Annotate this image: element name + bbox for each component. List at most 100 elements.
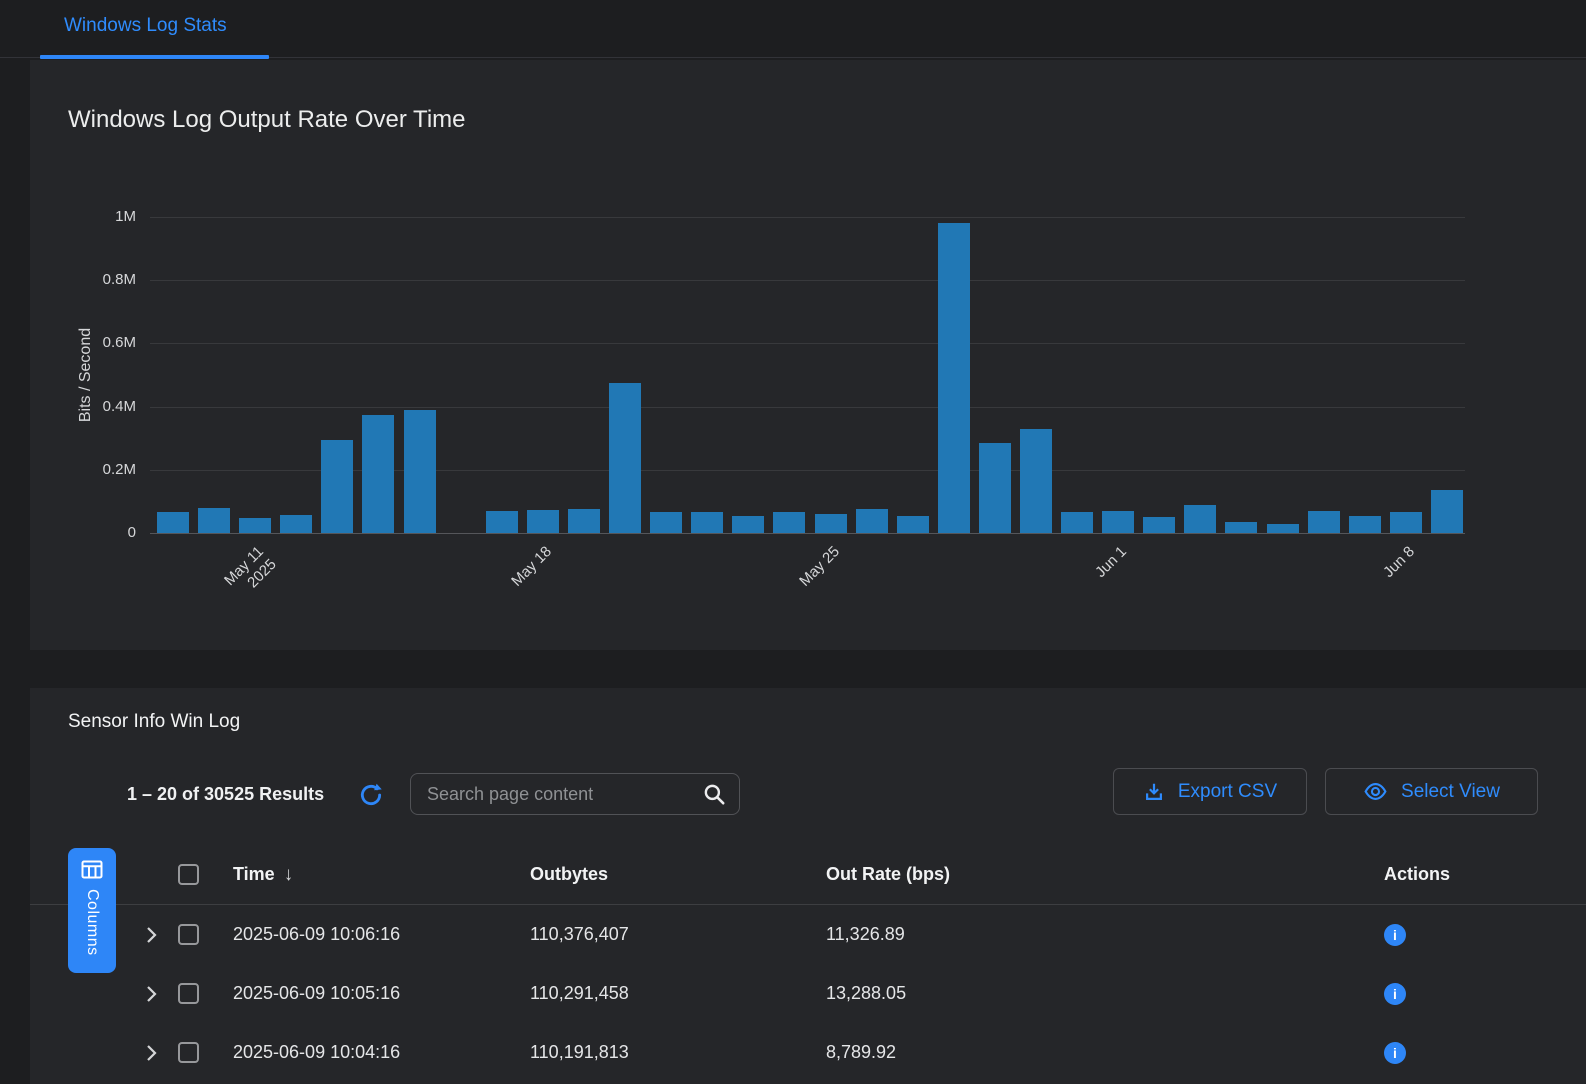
bar-may-27[interactable] — [896, 515, 929, 533]
time-header-label: Time — [233, 864, 275, 884]
bar-may-15[interactable] — [403, 409, 436, 533]
bar-may-20[interactable] — [609, 382, 642, 533]
row-checkbox[interactable] — [178, 1042, 199, 1063]
gridline-0.6M — [150, 343, 1465, 345]
bar-may-25[interactable] — [814, 514, 847, 533]
bar-may-18[interactable] — [526, 510, 559, 533]
bar-may-13[interactable] — [321, 439, 354, 533]
bar-jun-4[interactable] — [1225, 521, 1258, 533]
cell-outbytes: 110,291,458 — [530, 983, 629, 1003]
search-icon — [704, 784, 725, 805]
table-header-row: Time ↓ Outbytes Out Rate (bps) Actions — [30, 845, 1586, 905]
row-checkbox[interactable] — [178, 983, 199, 1004]
table-row: 2025-06-09 10:06:16 110,376,407 11,326.89 i — [30, 905, 1586, 964]
column-header-actions: Actions — [1384, 864, 1451, 884]
columns-button-label: Columns — [84, 889, 101, 956]
row-expand-button[interactable] — [146, 926, 157, 944]
refresh-button[interactable] — [358, 782, 384, 808]
table-row: 2025-06-09 10:05:16 110,291,458 13,288.05 i — [30, 964, 1586, 1023]
bar-may-10[interactable] — [198, 508, 231, 533]
row-info-button[interactable]: i — [1384, 1041, 1406, 1064]
columns-button[interactable]: Columns — [68, 848, 116, 973]
select-all-checkbox[interactable] — [178, 864, 199, 885]
refresh-icon — [360, 783, 382, 806]
gridline-0.2M — [150, 469, 1465, 471]
bar-jun-7[interactable] — [1348, 515, 1381, 533]
row-info-button[interactable]: i — [1384, 982, 1406, 1005]
x-tick-label-may-18: May 18 — [508, 543, 555, 590]
bar-may-19[interactable] — [567, 509, 600, 533]
cell-time: 2025-06-09 10:06:16 — [233, 924, 401, 944]
gridline-0.4M — [150, 406, 1465, 408]
tab-bar: Windows Log Stats — [0, 0, 1586, 59]
bar-jun-9[interactable] — [1430, 490, 1463, 533]
chevron-right-icon — [147, 985, 157, 1002]
export-csv-button[interactable]: Export CSV — [1113, 768, 1307, 815]
y-tick-label-0.4M: 0.4M — [102, 397, 136, 415]
bar-jun-1[interactable] — [1102, 510, 1135, 533]
x-tick-label-may-11: May 11 2025 — [221, 543, 280, 592]
bar-jun-2[interactable] — [1143, 517, 1176, 533]
bar-jun-5[interactable] — [1266, 523, 1299, 533]
plot-area: Bits / Second 0 0.2M 0.4M 0.6M 0.8M 1M May 11… — [77, 208, 1465, 591]
bar-may-12[interactable] — [280, 514, 313, 533]
tab-windows-log-stats[interactable]: Windows Log Stats — [64, 15, 227, 36]
bar-may-21[interactable] — [650, 511, 683, 533]
cell-out-rate: 11,326.89 — [826, 924, 905, 944]
chart-title: Windows Log Output Rate Over Time — [68, 106, 466, 133]
bar-may-28[interactable] — [937, 223, 970, 533]
cell-out-rate: 8,789.92 — [826, 1042, 897, 1062]
row-expand-button[interactable] — [146, 985, 157, 1003]
bar-jun-6[interactable] — [1307, 510, 1340, 533]
bar-may-26[interactable] — [855, 509, 888, 533]
column-header-time[interactable]: Time ↓ — [233, 845, 293, 904]
select-view-button[interactable]: Select View — [1325, 768, 1538, 815]
bar-may-17[interactable] — [485, 510, 518, 533]
gridline-0 — [150, 533, 1465, 534]
bar-jun-8[interactable] — [1389, 512, 1422, 533]
export-csv-label: Export CSV — [1177, 780, 1278, 802]
chart-panel: Windows Log Output Rate Over Time Bits /… — [30, 60, 1586, 650]
gridline-0.8M — [150, 280, 1465, 282]
x-tick-label-jun-1: Jun 1 — [1092, 543, 1131, 581]
active-tab-underline — [40, 55, 269, 59]
row-info-button[interactable]: i — [1384, 923, 1406, 946]
chevron-right-icon — [147, 926, 157, 943]
chevron-right-icon — [147, 1044, 157, 1061]
bar-may-11[interactable] — [239, 517, 272, 533]
download-icon — [1145, 783, 1162, 800]
cell-time: 2025-06-09 10:04:16 — [233, 1042, 401, 1062]
y-tick-label-1M: 1M — [115, 208, 136, 225]
bar-may-31[interactable] — [1061, 512, 1094, 533]
y-tick-label-0.2M: 0.2M — [102, 460, 136, 478]
bar-may-22[interactable] — [691, 512, 724, 533]
cell-outbytes: 110,191,813 — [530, 1042, 629, 1062]
bar-may-29[interactable] — [978, 442, 1011, 533]
y-tick-label-0.6M: 0.6M — [102, 334, 136, 352]
cell-outbytes: 110,376,407 — [530, 924, 629, 944]
bar-jun-3[interactable] — [1184, 504, 1217, 533]
cell-time: 2025-06-09 10:05:16 — [233, 983, 401, 1003]
table-row: 2025-06-09 10:04:16 110,191,813 8,789.92 i — [30, 1023, 1586, 1082]
gridline-1M — [150, 217, 1465, 218]
table-panel: Sensor Info Win Log 1 – 20 of 30525 Resu… — [30, 688, 1586, 1084]
bar-may-14[interactable] — [362, 414, 395, 533]
bar-may-24[interactable] — [773, 512, 806, 533]
row-expand-button[interactable] — [146, 1044, 157, 1062]
y-tick-label-0.8M: 0.8M — [102, 271, 136, 289]
row-checkbox[interactable] — [178, 924, 199, 945]
cell-out-rate: 13,288.05 — [826, 983, 907, 1003]
y-tick-label-0: 0 — [127, 524, 136, 541]
bar-may-23[interactable] — [732, 515, 765, 533]
search-box — [410, 773, 740, 815]
eye-icon — [1364, 783, 1387, 800]
sort-desc-icon: ↓ — [283, 863, 294, 885]
table-section-title: Sensor Info Win Log — [68, 711, 241, 732]
bar-may-30[interactable] — [1019, 428, 1052, 533]
column-header-outbytes: Outbytes — [530, 864, 609, 884]
bar-may-9[interactable] — [157, 511, 189, 533]
x-tick-label-may-25: May 25 — [795, 543, 843, 590]
table-columns-icon — [81, 860, 103, 879]
search-input[interactable] — [411, 783, 701, 805]
